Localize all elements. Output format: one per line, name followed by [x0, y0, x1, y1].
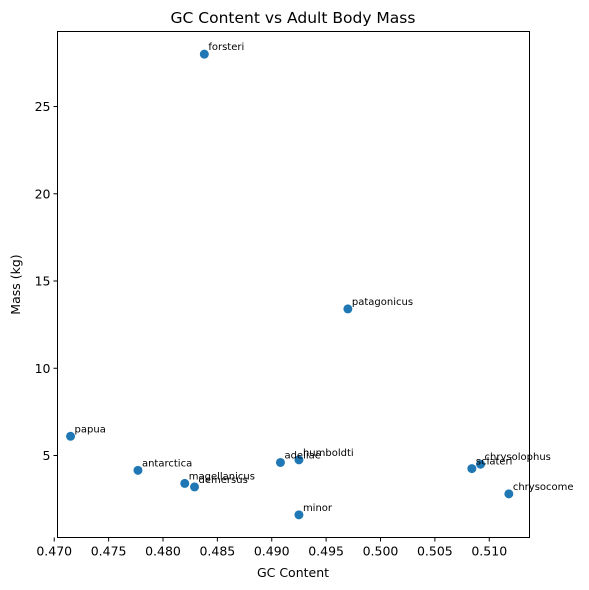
data-point-chrysocome [504, 489, 514, 499]
x-tick-label: 0.470 [36, 544, 72, 559]
point-label-patagonicus: patagonicus [352, 297, 413, 308]
point-label-antarctica: antarctica [142, 458, 192, 469]
point-label-humboldti: humboldti [303, 448, 354, 459]
chart-title: GC Content vs Adult Body Mass [171, 9, 416, 27]
y-tick-label: 10 [35, 361, 51, 376]
data-point-forsteri [199, 49, 209, 59]
data-point-magellanicus [180, 478, 190, 488]
data-point-minor [294, 510, 304, 520]
x-tick-label: 0.495 [308, 544, 344, 559]
x-tick-label: 0.485 [199, 544, 235, 559]
data-points [66, 49, 514, 520]
point-label-sclateri: sclateri [476, 457, 513, 468]
point-label-chrysolophus: chrysolophus [485, 452, 551, 463]
point-label-minor: minor [303, 503, 333, 514]
point-label-demersus: demersus [199, 475, 248, 486]
data-point-adeliae [275, 457, 285, 467]
point-label-forsteri: forsteri [208, 42, 244, 53]
x-tick-label: 0.500 [363, 544, 399, 559]
x-axis-label: GC Content [257, 565, 329, 580]
y-axis: 5 10 15 20 25 [35, 99, 58, 463]
point-label-chrysocome: chrysocome [513, 482, 574, 493]
y-tick-label: 15 [35, 274, 51, 289]
x-tick-label: 0.475 [91, 544, 127, 559]
y-tick-label: 20 [35, 186, 51, 201]
data-point-patagonicus [343, 304, 353, 314]
data-point-sclateri [467, 464, 477, 474]
y-axis-label: Mass (kg) [8, 254, 23, 314]
data-point-labels: forsteri patagonicus papua antarctica magell… [75, 42, 574, 514]
x-tick-label: 0.490 [254, 544, 290, 559]
y-tick-label: 5 [43, 448, 51, 463]
data-point-papua [66, 431, 76, 441]
plot-frame [57, 31, 530, 538]
data-point-chrysolophus [476, 459, 486, 469]
data-point-antarctica [133, 465, 143, 475]
x-tick-label: 0.510 [471, 544, 507, 559]
x-tick-label: 0.505 [417, 544, 453, 559]
y-tick-label: 25 [35, 99, 51, 114]
point-label-papua: papua [75, 424, 106, 435]
x-tick-label: 0.480 [145, 544, 181, 559]
point-label-magellanicus: magellanicus [189, 471, 255, 482]
point-label-adeliae: adeliae [284, 450, 320, 461]
data-point-demersus [190, 482, 200, 492]
x-axis: 0.470 0.475 0.480 0.485 0.490 0.495 0.500 0.505… [36, 537, 507, 559]
data-point-humboldti [294, 455, 304, 465]
